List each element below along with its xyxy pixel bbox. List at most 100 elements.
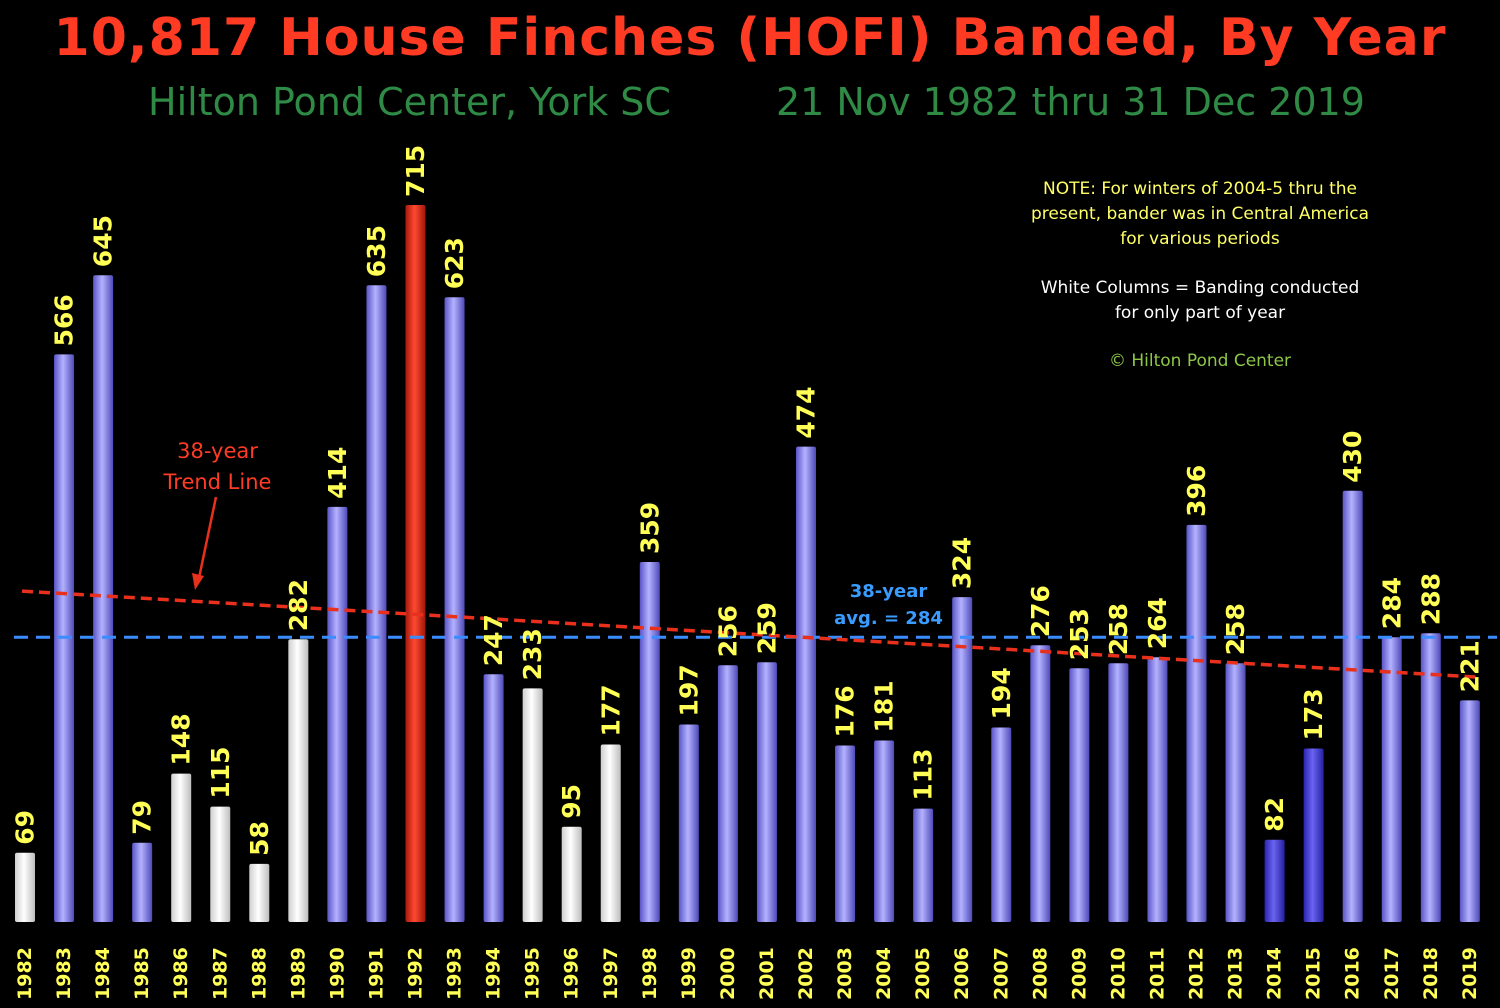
bar-1993 [444, 297, 465, 923]
bar-2006 [952, 597, 973, 922]
year-label-1989: 1989 [287, 947, 309, 1000]
year-label-1996: 1996 [561, 947, 583, 1000]
year-label-2008: 2008 [1029, 947, 1051, 1000]
year-label-2009: 2009 [1068, 947, 1090, 1000]
year-label-2011: 2011 [1146, 947, 1168, 1000]
note-line-1: NOTE: For winters of 2004-5 thru the [1042, 179, 1357, 199]
value-label-1998: 359 [635, 502, 664, 554]
value-label-1994: 247 [479, 614, 508, 666]
reference-lines-group [14, 589, 1497, 680]
year-label-2000: 2000 [717, 947, 739, 1000]
year-label-2016: 2016 [1342, 947, 1364, 1000]
value-label-1995: 233 [518, 628, 547, 680]
year-label-1987: 1987 [209, 947, 231, 1000]
bar-1992 [405, 205, 426, 922]
note-line-2: present, bander was in Central America [1031, 204, 1369, 224]
year-label-1990: 1990 [326, 947, 348, 1000]
bar-1988 [249, 863, 270, 922]
year-label-2007: 2007 [990, 947, 1012, 1000]
value-label-1987: 115 [206, 746, 235, 798]
year-label-2004: 2004 [873, 947, 895, 1000]
year-label-1992: 1992 [405, 947, 427, 1000]
value-label-2000: 256 [713, 605, 742, 657]
avg-label-line-1: 38-year [849, 581, 928, 602]
bar-2017 [1381, 637, 1402, 922]
note-white-columns: White Columns = Banding conducted for on… [1000, 276, 1400, 326]
year-label-2001: 2001 [756, 947, 778, 1000]
year-label-1985: 1985 [131, 947, 153, 1000]
trend-line [21, 589, 1481, 680]
year-label-1994: 1994 [483, 947, 505, 1000]
bar-2012 [1186, 524, 1207, 922]
value-labels-group: 69 566 645 79 148 115 58 282 414 635 715 623 247 233 9… [11, 145, 1485, 856]
subtitle-location: Hilton Pond Center, York SC [148, 80, 671, 124]
trend-label-line-1: 38-year [177, 439, 258, 463]
year-label-1988: 1988 [248, 947, 270, 1000]
value-label-1988: 58 [245, 821, 274, 856]
year-label-2002: 2002 [795, 947, 817, 1000]
year-label-1995: 1995 [522, 947, 544, 1000]
year-label-1983: 1983 [53, 947, 75, 1000]
bar-2000 [717, 665, 738, 922]
value-label-1999: 197 [674, 664, 703, 716]
bar-2003 [835, 745, 856, 922]
value-label-2001: 259 [752, 602, 781, 654]
bar-1994 [483, 674, 504, 922]
value-label-2006: 324 [948, 537, 977, 589]
year-label-2013: 2013 [1225, 947, 1247, 1000]
bar-2009 [1069, 668, 1090, 922]
value-label-2010: 258 [1104, 603, 1133, 655]
year-label-2005: 2005 [912, 947, 934, 1000]
year-label-2006: 2006 [951, 947, 973, 1000]
bar-2016 [1342, 490, 1363, 922]
trend-arrow-group [192, 496, 218, 590]
bar-2013 [1225, 663, 1246, 922]
copyright-notice: © Hilton Pond Center [1108, 351, 1292, 371]
bar-2004 [874, 740, 895, 922]
bar-1986 [171, 773, 192, 922]
average-line-label: 38-year avg. = 284 [816, 578, 961, 632]
value-label-2003: 176 [831, 685, 860, 737]
value-label-1984: 645 [89, 215, 118, 267]
value-label-2009: 253 [1065, 608, 1094, 660]
value-label-2012: 396 [1182, 465, 1211, 517]
bar-2005 [913, 808, 934, 922]
value-label-2017: 284 [1377, 577, 1406, 629]
value-label-1982: 69 [11, 810, 40, 845]
avg-label-line-2: avg. = 284 [834, 608, 943, 629]
year-label-2015: 2015 [1303, 947, 1325, 1000]
chart-title: 10,817 House Finches (HOFI) Banded, By Y… [53, 8, 1447, 68]
value-label-1991: 635 [362, 225, 391, 277]
value-label-2002: 474 [792, 386, 821, 438]
bar-1985 [132, 842, 153, 922]
year-label-1984: 1984 [92, 947, 114, 1000]
value-label-2008: 276 [1026, 585, 1055, 637]
bar-2015 [1303, 748, 1324, 922]
bar-1998 [639, 561, 660, 922]
bar-1990 [327, 506, 348, 922]
bar-2014 [1264, 839, 1285, 922]
year-label-1982: 1982 [14, 947, 36, 1000]
year-label-1986: 1986 [170, 947, 192, 1000]
value-label-2014: 82 [1260, 797, 1289, 832]
year-label-2010: 2010 [1107, 947, 1129, 1000]
bar-1997 [600, 744, 621, 922]
bar-2010 [1108, 663, 1129, 922]
white-columns-line-1: White Columns = Banding conducted [1040, 278, 1360, 298]
trend-line-label: 38-year Trend Line [140, 436, 295, 498]
year-label-1991: 1991 [365, 947, 387, 1000]
year-label-2014: 2014 [1264, 947, 1286, 1000]
subtitle-date-range: 21 Nov 1982 thru 31 Dec 2019 [776, 80, 1365, 124]
year-label-2012: 2012 [1186, 947, 1208, 1000]
bar-1984 [93, 275, 114, 922]
bar-2011 [1147, 657, 1168, 922]
year-labels-group: 1982 1983 1984 1985 1986 1987 1988 1989 1990 1991… [14, 947, 1481, 1000]
note-line-3: for various periods [1120, 229, 1280, 249]
bar-1987 [210, 806, 231, 922]
value-label-2004: 181 [870, 680, 899, 732]
value-label-2013: 258 [1221, 603, 1250, 655]
value-label-2018: 288 [1416, 573, 1445, 625]
bar-1991 [366, 285, 387, 923]
year-label-2017: 2017 [1381, 947, 1403, 1000]
